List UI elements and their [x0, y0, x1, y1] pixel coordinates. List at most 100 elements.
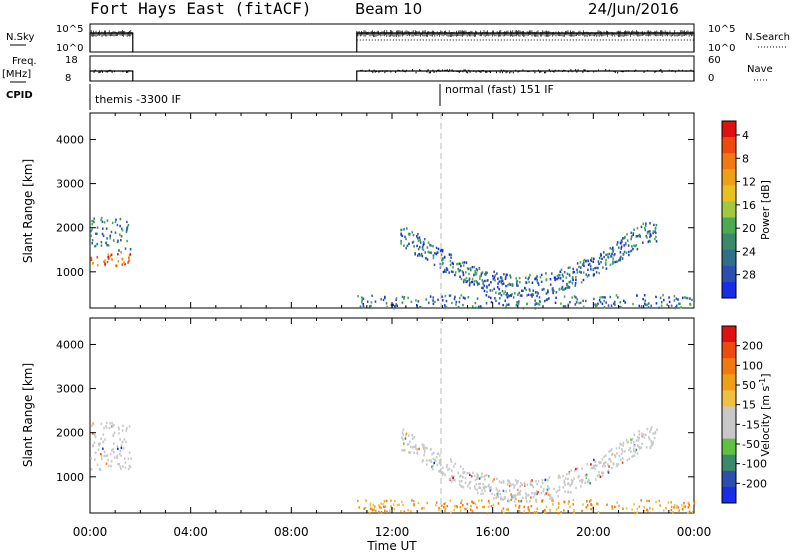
data-cell: [446, 504, 449, 508]
data-cell: [519, 294, 522, 297]
data-cell: [606, 503, 608, 506]
data-cell: [584, 474, 587, 477]
data-cell: [121, 263, 124, 266]
data-cell: [550, 499, 553, 502]
data-cell: [116, 223, 119, 227]
data-cell: [558, 287, 561, 291]
data-cell: [506, 303, 508, 307]
data-cell: [461, 261, 464, 264]
freq-sample: [122, 70, 124, 73]
data-cell: [459, 483, 461, 486]
data-cell: [422, 445, 424, 449]
data-cell: [506, 273, 508, 277]
data-cell: [466, 280, 469, 283]
data-cell: [516, 284, 518, 287]
freq-sample: [545, 71, 547, 74]
data-cell: [589, 499, 592, 502]
data-cell: [686, 296, 689, 300]
data-cell: [109, 452, 112, 456]
data-cell: [476, 297, 479, 300]
data-cell: [120, 239, 122, 242]
data-cell: [484, 478, 486, 481]
data-cell: [435, 246, 438, 250]
data-cell: [502, 479, 505, 483]
data-cell: [483, 272, 486, 276]
data-cell: [618, 305, 621, 309]
colorbar-tick-label: 12: [742, 176, 756, 189]
data-cell: [481, 279, 484, 282]
data-cell: [479, 486, 482, 490]
data-cell: [576, 271, 579, 274]
data-cell: [118, 432, 120, 435]
data-cell: [566, 283, 568, 287]
data-cell: [590, 503, 593, 507]
data-cell: [523, 481, 526, 485]
data-cell: [440, 248, 443, 252]
freq-sample: [564, 69, 566, 72]
data-cell: [652, 231, 654, 235]
data-cell: [125, 230, 128, 234]
data-cell: [510, 498, 512, 502]
data-cell: [533, 493, 536, 496]
data-cell: [525, 500, 528, 503]
data-cell: [616, 501, 619, 504]
data-cell: [474, 502, 477, 506]
data-cell: [520, 499, 523, 503]
data-cell: [403, 296, 406, 299]
data-cell: [400, 500, 403, 504]
data-cell: [646, 303, 649, 306]
data-cell: [471, 265, 474, 269]
colorbar-swatch: [722, 422, 736, 440]
data-cell: [526, 493, 528, 497]
data-cell: [486, 511, 489, 515]
data-cell: [594, 305, 597, 308]
data-cell: [509, 283, 512, 287]
data-cell: [630, 237, 632, 241]
data-cell: [587, 268, 589, 271]
data-cell: [506, 508, 508, 511]
data-cell: [122, 424, 124, 428]
data-cell: [427, 301, 430, 305]
data-cell: [105, 425, 107, 428]
data-cell: [534, 291, 537, 294]
data-cell: [92, 432, 94, 435]
data-cell: [114, 231, 117, 234]
data-cell: [614, 260, 616, 264]
data-cell: [362, 297, 365, 300]
colorbar-swatch: [722, 169, 736, 186]
data-cell: [597, 260, 600, 263]
data-cell: [583, 264, 585, 268]
data-cell: [445, 466, 448, 469]
data-cell: [511, 495, 513, 498]
data-cell: [98, 467, 101, 471]
data-cell: [412, 233, 415, 237]
data-cell: [611, 252, 613, 256]
data-cell: [541, 481, 544, 485]
colorbar-swatch: [722, 438, 736, 456]
data-cell: [451, 301, 453, 305]
data-cell: [514, 484, 516, 487]
data-cell: [553, 487, 555, 491]
freq-sample: [385, 70, 387, 72]
freq-sample: [539, 71, 541, 73]
data-cell: [358, 506, 361, 509]
data-cell: [393, 307, 395, 310]
data-cell: [534, 303, 536, 306]
data-cell: [654, 430, 657, 434]
data-cell: [390, 505, 392, 508]
data-cell: [685, 296, 688, 300]
data-cell: [100, 452, 102, 456]
power-panel-frame: [89, 112, 695, 309]
data-cell: [469, 486, 471, 490]
freq-sample: [360, 69, 362, 72]
data-cell: [444, 506, 446, 509]
data-cell: [636, 294, 638, 297]
data-cell: [644, 303, 647, 306]
data-cell: [578, 265, 580, 269]
velocity-cbar-label: Velocity [m s-1]: [758, 373, 772, 456]
data-cell: [411, 499, 413, 502]
noise-right-tick-bottom: 10^0: [708, 43, 735, 54]
data-cell: [481, 271, 484, 274]
data-cell: [589, 482, 591, 485]
data-cell: [495, 496, 497, 500]
